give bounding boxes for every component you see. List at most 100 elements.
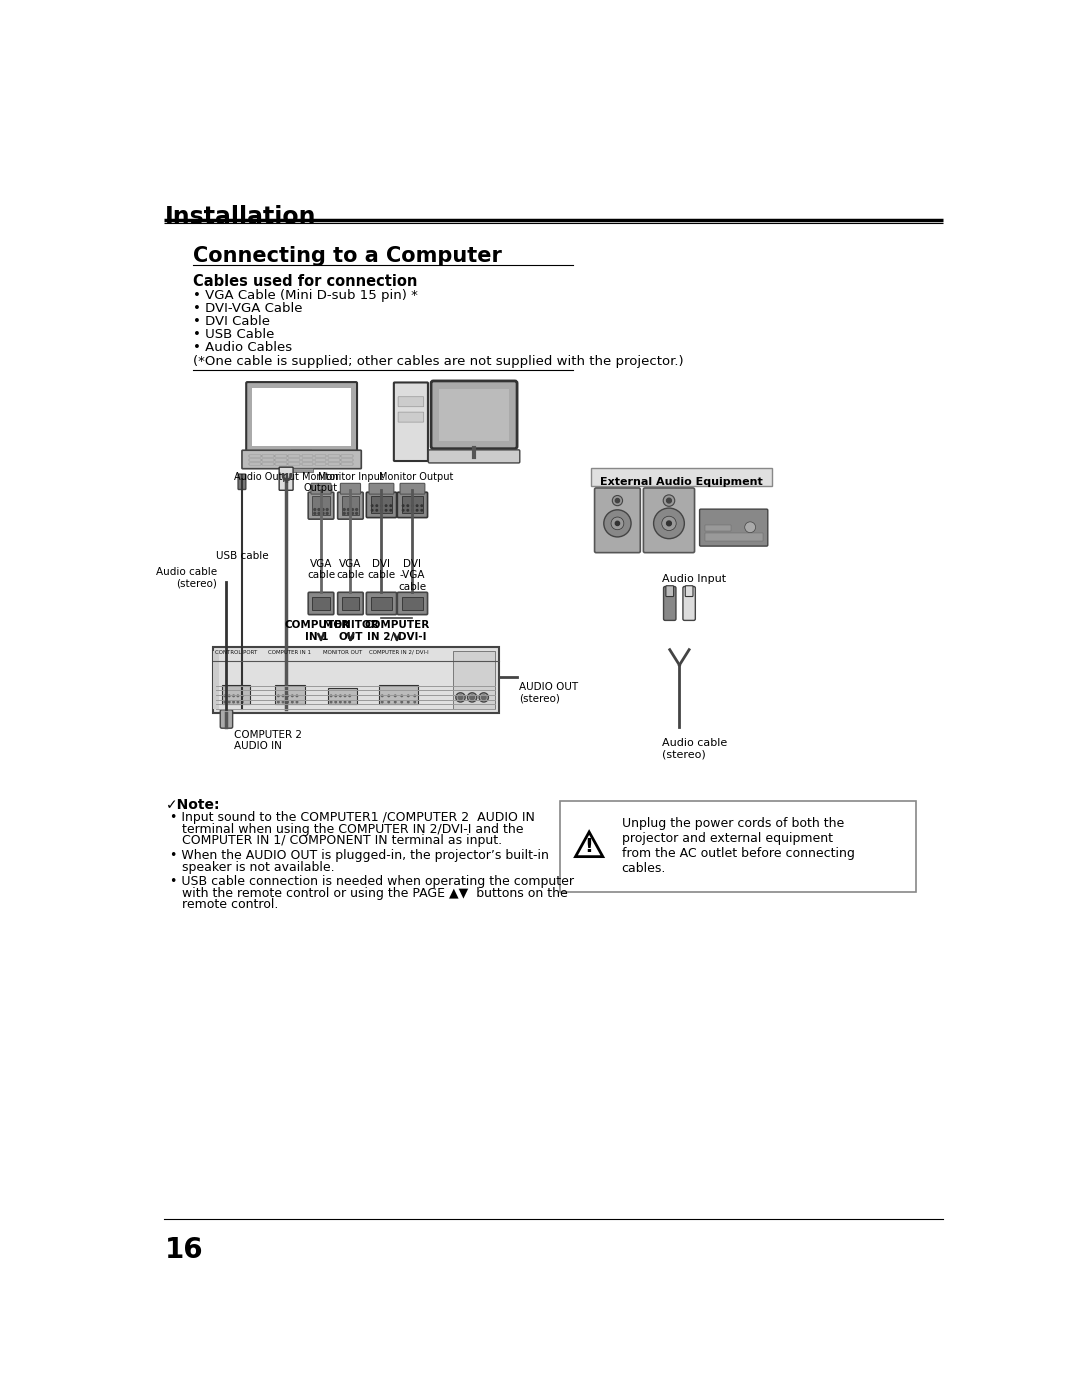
Text: MONITOR
OUT: MONITOR OUT [323, 620, 378, 643]
Circle shape [238, 696, 239, 697]
Circle shape [616, 499, 620, 503]
Circle shape [663, 495, 675, 506]
Circle shape [745, 522, 756, 532]
FancyBboxPatch shape [644, 488, 694, 553]
Circle shape [380, 504, 382, 507]
Bar [312, 496, 329, 515]
Circle shape [372, 504, 373, 507]
Text: Audio Input: Audio Input [662, 574, 726, 584]
Circle shape [401, 701, 403, 703]
Circle shape [381, 701, 383, 703]
Circle shape [611, 517, 624, 529]
Bar [301, 455, 313, 457]
Text: remote control.: remote control. [174, 898, 279, 911]
Circle shape [345, 696, 346, 697]
Bar [559, 802, 916, 893]
Circle shape [322, 509, 324, 510]
Circle shape [407, 504, 408, 507]
Circle shape [456, 693, 465, 703]
Text: USB cable: USB cable [216, 550, 269, 562]
Bar [379, 685, 418, 704]
FancyBboxPatch shape [246, 383, 357, 453]
Text: ✓Note:: ✓Note: [166, 798, 220, 812]
FancyBboxPatch shape [399, 412, 423, 422]
Circle shape [376, 504, 378, 507]
Circle shape [229, 701, 230, 703]
Circle shape [326, 509, 328, 510]
FancyBboxPatch shape [366, 492, 396, 518]
Circle shape [242, 696, 243, 697]
Circle shape [416, 504, 418, 507]
Circle shape [352, 509, 353, 510]
Text: • When the AUDIO OUT is plugged-in, the projector’s built-in: • When the AUDIO OUT is plugged-in, the … [170, 849, 549, 862]
Circle shape [242, 701, 243, 703]
Text: Audio cable
(stereo): Audio cable (stereo) [662, 738, 727, 760]
Bar [275, 685, 305, 704]
Circle shape [407, 701, 409, 703]
Circle shape [381, 696, 383, 697]
Circle shape [612, 496, 622, 506]
Circle shape [386, 510, 387, 511]
Circle shape [330, 701, 332, 703]
Circle shape [394, 701, 396, 703]
Text: (*One cable is supplied; other cables are not supplied with the projector.): (*One cable is supplied; other cables ar… [193, 355, 684, 367]
Circle shape [314, 509, 315, 510]
FancyBboxPatch shape [666, 585, 674, 597]
Bar [328, 462, 339, 465]
Bar [262, 455, 273, 457]
Circle shape [407, 510, 408, 511]
Bar [314, 462, 326, 465]
FancyBboxPatch shape [400, 483, 424, 495]
Bar [221, 685, 249, 704]
FancyBboxPatch shape [220, 710, 232, 728]
Bar [288, 458, 300, 461]
Circle shape [421, 510, 422, 511]
Circle shape [233, 696, 234, 697]
Circle shape [292, 696, 293, 697]
Bar [704, 525, 731, 531]
Bar [262, 458, 273, 461]
Circle shape [352, 513, 353, 514]
Text: Monitor Output: Monitor Output [379, 472, 454, 482]
Circle shape [349, 696, 350, 697]
Bar [402, 597, 423, 610]
Text: COMPUTER IN 1/ COMPONENT IN terminal as input.: COMPUTER IN 1/ COMPONENT IN terminal as … [174, 834, 502, 848]
Circle shape [470, 696, 474, 700]
Bar [342, 597, 359, 610]
Bar [288, 462, 300, 465]
Text: Cables used for connection: Cables used for connection [193, 274, 418, 289]
Bar [301, 462, 313, 465]
Circle shape [414, 696, 416, 697]
Circle shape [225, 701, 226, 703]
Text: MONITOR OUT: MONITOR OUT [323, 650, 362, 655]
Circle shape [282, 701, 284, 703]
Bar [460, 455, 488, 460]
Circle shape [411, 504, 414, 507]
Text: speaker is not available.: speaker is not available. [174, 861, 335, 873]
Bar [328, 689, 357, 704]
Bar [341, 455, 353, 457]
Text: COMPUTER
IN 2/ DVI-I: COMPUTER IN 2/ DVI-I [364, 620, 430, 643]
Circle shape [225, 696, 226, 697]
FancyBboxPatch shape [279, 467, 293, 490]
FancyBboxPatch shape [366, 592, 396, 615]
Bar [328, 458, 339, 461]
FancyBboxPatch shape [308, 592, 334, 615]
FancyBboxPatch shape [397, 492, 428, 518]
Circle shape [414, 701, 416, 703]
Bar [275, 462, 287, 465]
Bar [213, 651, 218, 708]
Circle shape [482, 696, 486, 700]
FancyBboxPatch shape [394, 383, 428, 461]
FancyBboxPatch shape [238, 474, 246, 489]
Bar [301, 458, 313, 461]
Text: • USB Cable: • USB Cable [193, 328, 274, 341]
Text: COMPUTER 2
AUDIO IN: COMPUTER 2 AUDIO IN [234, 729, 302, 752]
Text: !: ! [584, 837, 594, 856]
Circle shape [343, 513, 346, 514]
Text: • VGA Cable (Mini D-sub 15 pin) *: • VGA Cable (Mini D-sub 15 pin) * [193, 289, 418, 302]
Circle shape [407, 696, 409, 697]
Text: Ψ: Ψ [280, 472, 292, 486]
Circle shape [233, 701, 234, 703]
Circle shape [314, 513, 315, 514]
